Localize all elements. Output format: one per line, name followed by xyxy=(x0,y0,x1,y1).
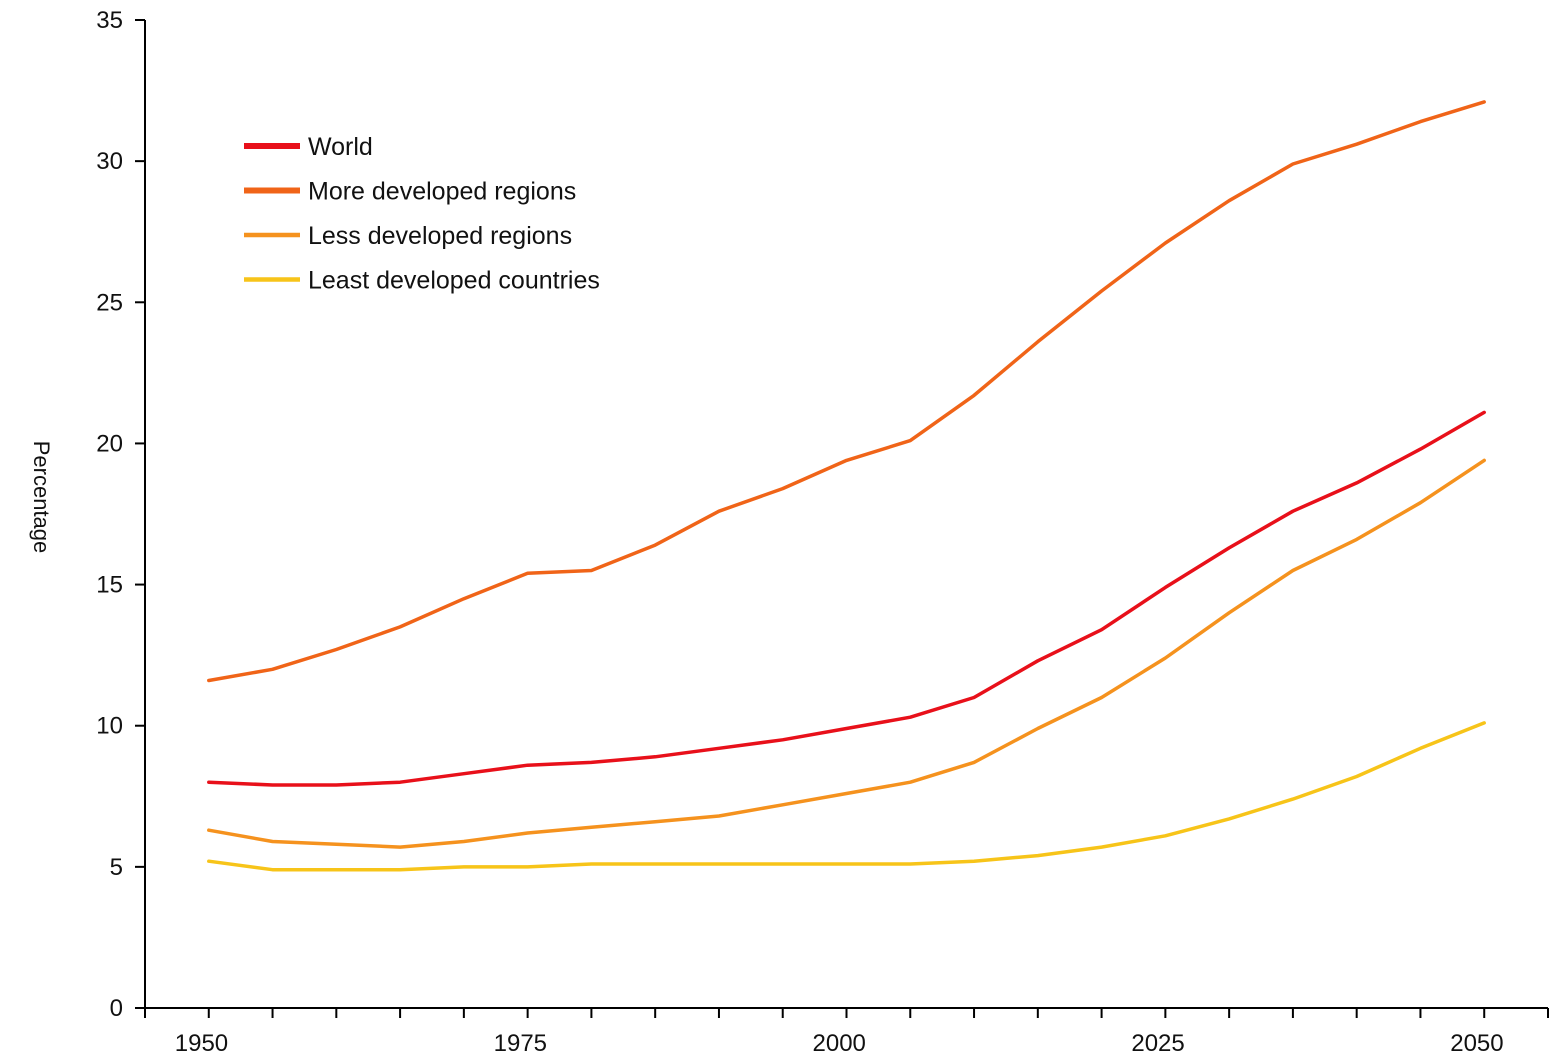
y-axis: 0 5 10 15 20 25 30 35 xyxy=(96,7,145,1022)
series-lines xyxy=(209,102,1484,870)
y-tick-label: 10 xyxy=(96,713,123,740)
x-axis: 1950 1975 2000 2025 2050 xyxy=(145,1008,1548,1055)
x-tick-label: 1975 xyxy=(494,1030,547,1055)
series-line-world xyxy=(209,412,1484,785)
y-tick-label: 15 xyxy=(96,572,123,599)
y-tick-label: 5 xyxy=(110,854,123,881)
y-tick-label: 25 xyxy=(96,289,123,316)
legend: World More developed regions Less develope… xyxy=(244,133,600,295)
x-tick-label: 1950 xyxy=(175,1030,228,1055)
y-tick-label: 35 xyxy=(96,7,123,34)
legend-label-least-developed-countries: Least developed countries xyxy=(308,267,600,295)
x-tick-label: 2000 xyxy=(813,1030,866,1055)
y-axis-label: Percentage xyxy=(29,441,54,554)
y-tick-label: 30 xyxy=(96,148,123,175)
legend-label-world: World xyxy=(308,133,373,161)
legend-label-more-developed-regions: More developed regions xyxy=(308,178,576,206)
x-tick-label: 2050 xyxy=(1450,1030,1503,1055)
y-tick-label: 0 xyxy=(110,995,123,1022)
series-line-less-developed-regions xyxy=(209,460,1484,847)
legend-label-less-developed-regions: Less developed regions xyxy=(308,222,572,250)
x-tick-label: 2025 xyxy=(1131,1030,1184,1055)
y-tick-label: 20 xyxy=(96,430,123,457)
